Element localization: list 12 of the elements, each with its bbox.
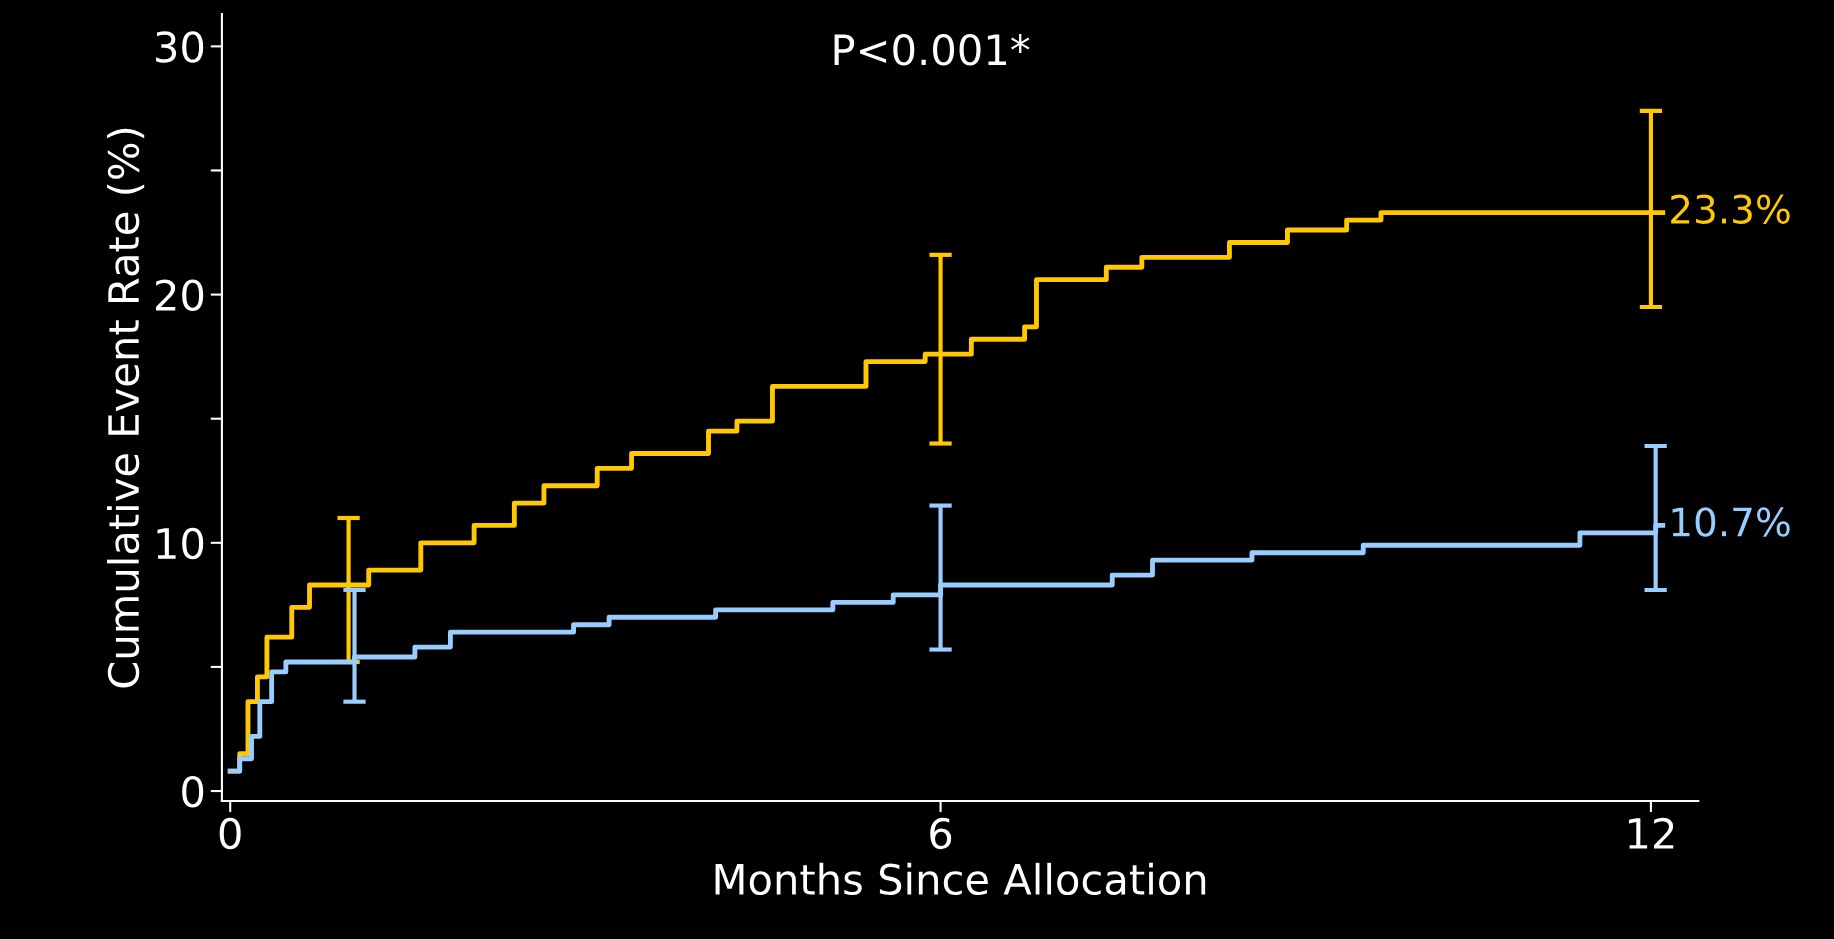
y-tick-label: 10 xyxy=(157,527,204,560)
x-axis-title: Months Since Allocation xyxy=(715,862,1206,896)
x-tick-label: 6 xyxy=(930,817,952,850)
data-label: 10.7% xyxy=(1672,507,1790,537)
x-tick-label: 12 xyxy=(1628,817,1674,849)
x-tick-label: 0 xyxy=(219,817,241,850)
y-tick-label: 30 xyxy=(156,31,204,63)
y-tick-label: 0 xyxy=(182,775,204,808)
y-tick-label: 20 xyxy=(155,279,204,311)
y-axis-title: Cumulative Event Rate (%) xyxy=(107,128,145,688)
annotation: P<0.001* xyxy=(834,34,1030,66)
data-label: 23.3% xyxy=(1671,194,1790,224)
